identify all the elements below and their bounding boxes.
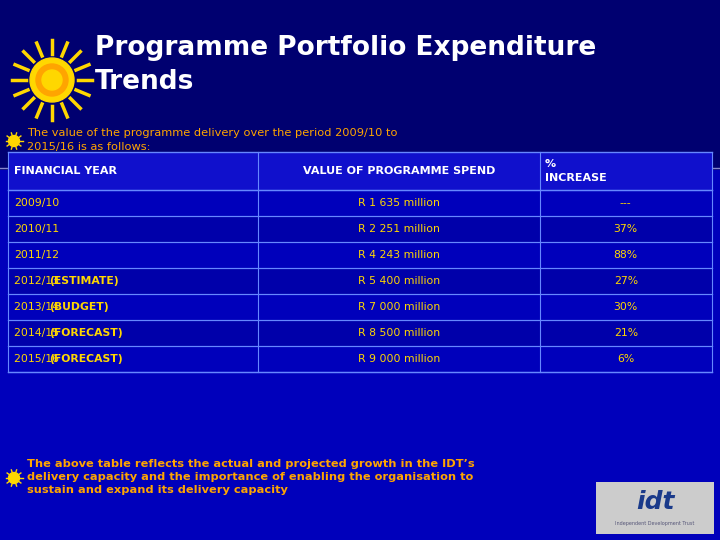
Text: 2011/12: 2011/12 (14, 250, 59, 260)
Text: (BUDGET): (BUDGET) (50, 302, 109, 312)
Text: idt: idt (636, 490, 674, 514)
Circle shape (36, 64, 68, 96)
Text: Programme Portfolio Expenditure: Programme Portfolio Expenditure (95, 35, 596, 61)
FancyBboxPatch shape (0, 0, 720, 170)
FancyBboxPatch shape (8, 294, 712, 320)
Text: FINANCIAL YEAR: FINANCIAL YEAR (14, 166, 117, 176)
Text: 2015/16: 2015/16 (14, 354, 63, 364)
Text: 37%: 37% (613, 224, 638, 234)
Text: R 4 243 million: R 4 243 million (358, 250, 440, 260)
Text: 2009/10: 2009/10 (14, 198, 59, 208)
FancyBboxPatch shape (0, 170, 720, 540)
Text: R 7 000 million: R 7 000 million (358, 302, 440, 312)
Text: 6%: 6% (617, 354, 634, 364)
FancyBboxPatch shape (8, 346, 712, 372)
Text: R 5 400 million: R 5 400 million (358, 276, 440, 286)
Text: 2012/13: 2012/13 (14, 276, 63, 286)
FancyBboxPatch shape (8, 320, 712, 346)
Text: The above table reflects the actual and projected growth in the IDT’s: The above table reflects the actual and … (27, 459, 474, 469)
FancyBboxPatch shape (8, 190, 712, 216)
Circle shape (9, 136, 19, 146)
Text: 2014/15: 2014/15 (14, 328, 63, 338)
Text: R 1 635 million: R 1 635 million (358, 198, 440, 208)
Text: 2010/11: 2010/11 (14, 224, 59, 234)
Text: VALUE OF PROGRAMME SPEND: VALUE OF PROGRAMME SPEND (302, 166, 495, 176)
Text: INCREASE: INCREASE (544, 173, 606, 183)
Text: ---: --- (620, 198, 631, 208)
Text: sustain and expand its delivery capacity: sustain and expand its delivery capacity (27, 485, 288, 495)
FancyBboxPatch shape (596, 482, 714, 534)
Text: (ESTIMATE): (ESTIMATE) (50, 276, 120, 286)
Text: 2013/14: 2013/14 (14, 302, 63, 312)
Circle shape (42, 70, 62, 90)
FancyBboxPatch shape (8, 216, 712, 242)
Text: R 8 500 million: R 8 500 million (358, 328, 440, 338)
Text: delivery capacity and the importance of enabling the organisation to: delivery capacity and the importance of … (27, 472, 473, 482)
Text: Independent Development Trust: Independent Development Trust (616, 522, 695, 526)
Circle shape (30, 58, 74, 102)
Text: 21%: 21% (613, 328, 638, 338)
Text: 30%: 30% (613, 302, 638, 312)
Circle shape (9, 472, 19, 483)
Text: 88%: 88% (613, 250, 638, 260)
Text: R 2 251 million: R 2 251 million (358, 224, 440, 234)
Text: (FORECAST): (FORECAST) (50, 328, 123, 338)
FancyBboxPatch shape (8, 152, 712, 190)
Text: (FORECAST): (FORECAST) (50, 354, 123, 364)
FancyBboxPatch shape (8, 242, 712, 268)
Text: The value of the programme delivery over the period 2009/10 to: The value of the programme delivery over… (27, 128, 397, 138)
Text: 2015/16 is as follows:: 2015/16 is as follows: (27, 142, 150, 152)
Text: R 9 000 million: R 9 000 million (358, 354, 440, 364)
FancyBboxPatch shape (8, 268, 712, 294)
Text: 27%: 27% (613, 276, 638, 286)
Text: %: % (544, 159, 556, 169)
Text: Trends: Trends (95, 69, 194, 95)
